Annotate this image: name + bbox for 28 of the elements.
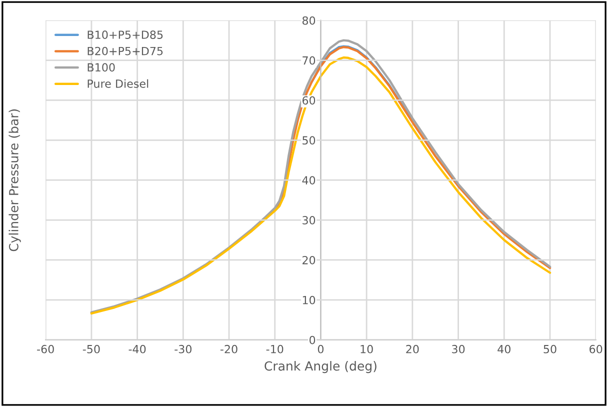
x-axis-title: Crank Angle (deg) [264,361,376,374]
x-tick-label: 20 [406,344,419,354]
x-tick-label: -20 [220,344,238,354]
y-tick-label: 0 [310,336,316,344]
x-tick-label: 30 [452,344,465,354]
y-tick-label: 40 [302,176,316,184]
x-tick-label: -30 [174,344,192,354]
legend-label: B10+P5+D85 [88,30,163,39]
x-tick-label: 0 [318,344,324,354]
x-tick-label: 40 [498,344,510,354]
x-tick-label: -10 [266,344,284,354]
y-tick-label: 70 [302,56,316,65]
legend-label: B100 [88,63,115,72]
y-tick-label: 80 [302,16,316,25]
x-tick-label: 10 [360,344,373,354]
y-tick-label: 60 [302,96,316,105]
x-tick-label: 50 [544,344,556,354]
x-tick-label: -50 [82,344,100,354]
x-tick-label: -60 [37,344,54,354]
y-axis-title: Cylinder Pressure (bar) [8,109,21,252]
y-tick-label: 20 [302,256,316,264]
legend-label: Pure Diesel [88,79,148,88]
legend-label: B20+P5+D75 [88,46,163,56]
x-tick-label: 60 [590,344,602,354]
y-tick-label: 50 [302,136,316,145]
y-tick-label: 30 [302,216,316,224]
x-tick-label: -40 [128,344,146,354]
y-tick-label: 10 [302,296,316,304]
